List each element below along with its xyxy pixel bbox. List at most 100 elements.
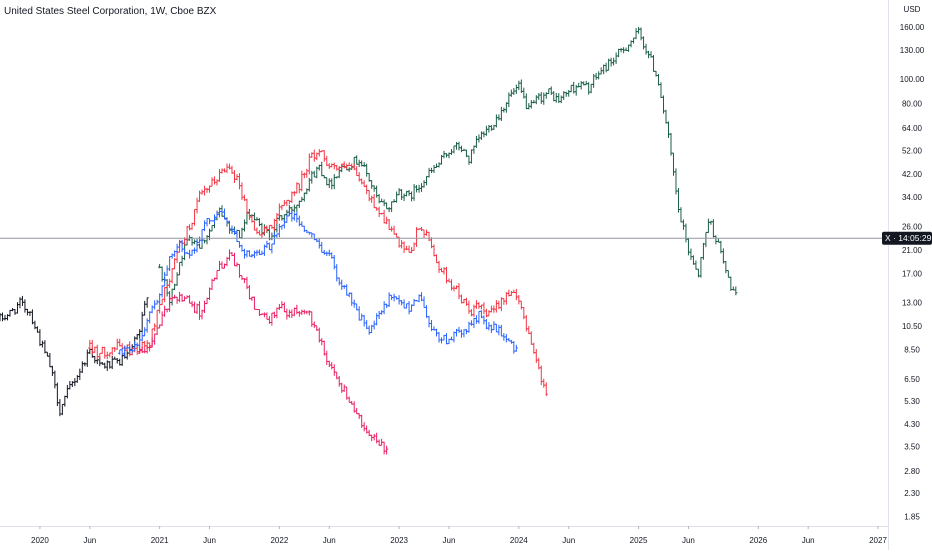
ohlc-bar (300, 221, 304, 227)
ohlc-bar (419, 183, 424, 192)
ohlc-bar (143, 300, 147, 316)
ohlc-bar (302, 225, 306, 233)
ohlc-bar (332, 174, 336, 190)
ohlc-bar (317, 237, 321, 249)
ohlc-bar (327, 163, 331, 169)
ohlc-bar (651, 55, 656, 72)
ohlc-bar (365, 163, 369, 177)
ohlc-bar (367, 325, 371, 335)
price-tick-label: 3.50 (904, 443, 920, 452)
ohlc-bar (210, 225, 214, 232)
ohlc-bar (382, 441, 386, 455)
ohlc-bar (422, 180, 426, 188)
ohlc-bar (542, 92, 546, 105)
ohlc-bar (362, 422, 366, 432)
ohlc-bar (634, 28, 638, 40)
ohlc-bar (427, 316, 431, 328)
ohlc-bar (330, 362, 334, 370)
ohlc-bar (252, 250, 257, 259)
ohlc-bar (524, 93, 528, 110)
ohlc-bar (437, 260, 441, 273)
series-layer (0, 26, 738, 455)
ohlc-bar (88, 339, 92, 350)
currency-label: USD (904, 5, 921, 14)
ohlc-bar (407, 245, 411, 253)
time-tick-label: 2025 (630, 536, 648, 545)
ohlc-bar (103, 346, 107, 359)
ohlc-bar (479, 131, 484, 141)
ohlc-bar (489, 125, 493, 131)
ohlc-bar (527, 325, 531, 335)
ohlc-bar (342, 284, 346, 289)
ohlc-bar (170, 296, 174, 301)
ohlc-bar (280, 224, 284, 230)
ohlc-bar (494, 323, 498, 333)
ohlc-bar (275, 307, 279, 319)
ohlc-bar (280, 215, 284, 221)
ohlc-bar (444, 333, 449, 345)
ohlc-bar (197, 190, 202, 202)
ohlc-bar (192, 301, 197, 314)
ohlc-bar (155, 309, 159, 329)
price-tick-label: 17.00 (902, 269, 923, 278)
time-tick-label: 2023 (390, 536, 408, 545)
ohlc-bar (267, 242, 271, 251)
ohlc-bar (330, 178, 334, 190)
ohlc-bar (385, 445, 389, 455)
ohlc-bar (327, 178, 331, 188)
ohlc-bar (290, 309, 294, 319)
ohlc-bar (377, 206, 381, 217)
ohlc-bar (257, 230, 262, 236)
ohlc-bar (317, 149, 321, 157)
ohlc-bar (325, 155, 329, 166)
ohlc-bar (434, 328, 439, 337)
ohlc-bar (252, 220, 257, 231)
ohlc-bar (382, 301, 386, 315)
ohlc-bar (302, 192, 306, 202)
price-tick-label: 1.85 (904, 513, 920, 522)
ohlc-bar (424, 305, 429, 318)
ohlc-bar (499, 297, 503, 312)
ohlc-bar (734, 286, 738, 296)
ohlc-bar (382, 209, 386, 224)
time-tick-label: 2020 (31, 536, 49, 545)
ohlc-bar (335, 264, 339, 282)
ohlc-bar (519, 300, 523, 310)
ohlc-bar (300, 309, 304, 315)
price-tick-label: 2.80 (904, 467, 920, 476)
ohlc-bar (118, 349, 122, 355)
ohlc-bar (225, 163, 229, 174)
ohlc-bar (357, 159, 361, 168)
ohlc-bar (584, 80, 588, 86)
ohlc-bar (404, 303, 409, 309)
ohlc-bar (305, 310, 309, 315)
ohlc-bar (532, 100, 536, 104)
price-axis[interactable]: 160.00 130.00 100.00 80.00 64.00 52.00 42.00 34… (900, 23, 925, 522)
ohlc-bar (255, 217, 259, 221)
ohlc-bar (20, 295, 25, 307)
ohlc-bar (110, 355, 114, 370)
ohlc-bar (295, 204, 299, 212)
time-axis[interactable]: 2020 Jun 2021 Jun 2022 Jun 2023 Jun 2024 Jun 2025 J… (31, 526, 887, 545)
price-tick-label: 130.00 (900, 46, 925, 55)
ohlc-bar (245, 198, 249, 214)
ohlc-bar (290, 210, 294, 222)
ohlc-bar (302, 172, 306, 179)
ohlc-bar (360, 178, 364, 185)
ohlc-bar (397, 188, 401, 196)
ohlc-bar (392, 199, 396, 203)
price-tick-label: 13.00 (902, 299, 923, 308)
ohlc-bar (432, 164, 436, 173)
ohlc-bar (552, 91, 556, 102)
ohlc-bar (215, 270, 219, 280)
ohlc-bar (477, 134, 481, 143)
ohlc-bar (497, 324, 501, 336)
ohlc-bar (434, 254, 439, 264)
ohlc-bar (177, 291, 182, 303)
time-tick-label: Jun (802, 536, 815, 545)
ohlc-bar (292, 204, 296, 213)
ohlc-bar (210, 177, 214, 187)
ohlc-bar (507, 92, 511, 108)
